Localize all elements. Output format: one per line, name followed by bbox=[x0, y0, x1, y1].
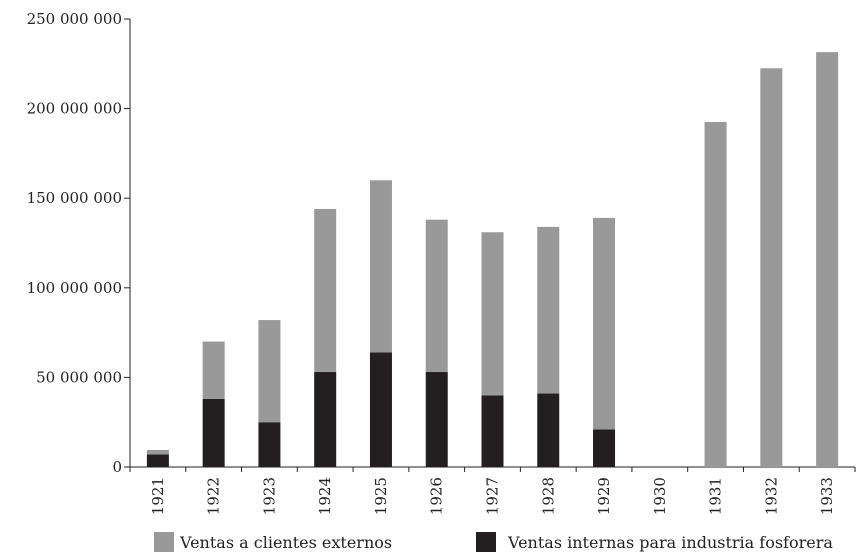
x-tick-label: 1932 bbox=[762, 477, 780, 515]
bar-external-1924 bbox=[314, 208, 337, 373]
x-tick-label: 1924 bbox=[316, 477, 334, 515]
bar-external-1926 bbox=[425, 219, 448, 373]
bar-internal-1922 bbox=[202, 398, 225, 467]
bar-internal-1924 bbox=[314, 372, 337, 467]
x-tick-label: 1921 bbox=[149, 477, 167, 515]
bar-external-1929 bbox=[593, 217, 616, 430]
legend-label-internal: Ventas internas para industria fosforera bbox=[507, 533, 833, 552]
x-tick-label: 1922 bbox=[205, 477, 223, 515]
bar-external-1925 bbox=[369, 180, 392, 353]
x-tick-label: 1927 bbox=[484, 477, 502, 515]
y-tick-labels: 0 50 000 000 100 000 000 150 000 000 200 000… bbox=[27, 10, 122, 476]
legend-label-external: Ventas a clientes externos bbox=[179, 533, 392, 552]
bar-internal-1925 bbox=[369, 352, 392, 467]
bar-external-1931 bbox=[704, 122, 727, 467]
bar-internal-1921 bbox=[146, 454, 169, 467]
bar-external-1932 bbox=[760, 68, 783, 467]
x-tick-label: 1928 bbox=[539, 477, 557, 515]
bar-internal-1928 bbox=[537, 393, 560, 467]
bar-internal-1923 bbox=[258, 422, 281, 467]
x-tick-label: 1933 bbox=[818, 477, 836, 515]
y-tick-label: 0 bbox=[112, 458, 122, 476]
bar-external-1927 bbox=[481, 232, 504, 396]
bar-internal-1927 bbox=[481, 395, 504, 467]
legend-swatch-external bbox=[154, 532, 174, 552]
bar-external-1922 bbox=[202, 341, 225, 399]
x-tick-label: 1925 bbox=[372, 477, 390, 515]
x-tick-label: 1930 bbox=[651, 477, 669, 515]
y-tick-label: 50 000 000 bbox=[36, 368, 122, 386]
bar-external-1923 bbox=[258, 320, 281, 423]
bar-external-1928 bbox=[537, 226, 560, 394]
bar-internal-1929 bbox=[593, 429, 616, 467]
bars bbox=[146, 52, 839, 467]
bar-external-1921 bbox=[146, 449, 169, 455]
bar-external-1933 bbox=[816, 52, 839, 467]
x-tick-label: 1923 bbox=[260, 477, 278, 515]
y-tick-label: 100 000 000 bbox=[27, 279, 122, 297]
bar-internal-1926 bbox=[425, 372, 448, 467]
x-tick-label: 1926 bbox=[428, 477, 446, 515]
legend-swatch-internal bbox=[476, 532, 496, 552]
y-tick-label: 150 000 000 bbox=[27, 189, 122, 207]
x-tick-label: 1931 bbox=[707, 477, 725, 515]
y-tick-label: 200 000 000 bbox=[27, 100, 122, 118]
x-tick-label: 1929 bbox=[595, 477, 613, 515]
legend: Ventas a clientes externos Ventas intern… bbox=[154, 532, 833, 552]
x-tick-labels: 1921 1922 1923 1924 1925 1926 1927 1928 1929 1930… bbox=[149, 477, 836, 515]
y-tick-label: 250 000 000 bbox=[27, 10, 122, 28]
